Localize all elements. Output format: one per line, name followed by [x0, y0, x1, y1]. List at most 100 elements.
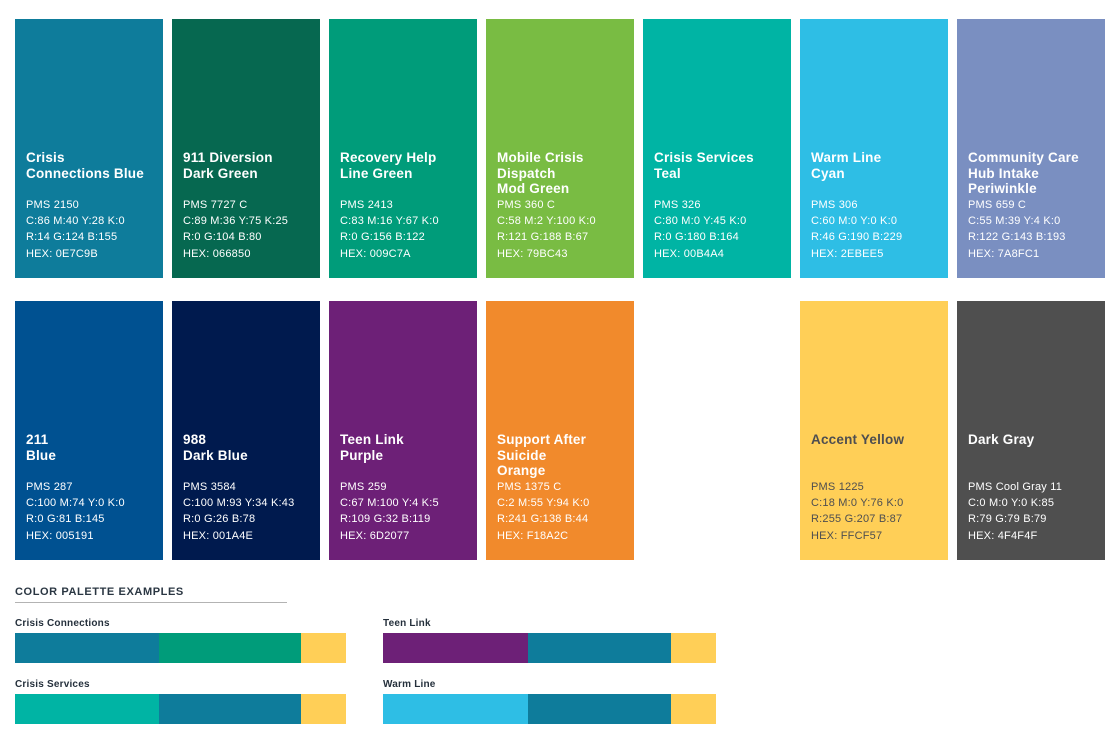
swatch-rgb-value: R:109 G:32 B:119 [340, 513, 431, 526]
example-color-segment [301, 633, 346, 663]
swatch-hex-value: HEX: 0E7C9B [26, 247, 98, 260]
example-group: Warm Line [383, 679, 716, 724]
swatch-card: 988 Dark Blue PMS 3584 C:100 M:93 Y:34 K:4… [172, 301, 320, 560]
swatch-card: Dark Gray PMS Cool Gray 11 C:0 M:0 Y:0 K:8… [957, 301, 1105, 560]
example-color-segment [158, 633, 302, 663]
swatch-details: PMS 659 C C:55 M:39 Y:4 K:0 R:122 G:143 B:… [968, 197, 1101, 262]
swatch-rgb-value: R:121 G:188 B:67 [497, 231, 589, 244]
swatch-cmyk-value: C:100 M:74 Y:0 K:0 [26, 497, 125, 510]
example-color-segment [15, 694, 159, 724]
example-label: Warm Line [383, 679, 436, 690]
swatch-details: PMS 7727 C C:89 M:36 Y:75 K:25 R:0 G:104 B… [183, 197, 316, 262]
swatch-hex-value: HEX: 066850 [183, 247, 251, 260]
swatch-card: Recovery Help Line Green PMS 2413 C:83 M:1… [329, 19, 477, 278]
swatch-pms-value: PMS 7727 C [183, 199, 248, 211]
swatch-pms-value: PMS 3584 [183, 481, 236, 493]
example-color-bar [383, 694, 716, 724]
swatch-rgb-value: R:0 G:180 B:164 [654, 231, 739, 244]
swatch-name: Accent Yellow [811, 432, 905, 447]
swatch-details: PMS 287 C:100 M:74 Y:0 K:0 R:0 G:81 B:145 H… [26, 479, 159, 544]
swatch-rgb-value: R:241 G:138 B:44 [497, 513, 589, 526]
swatch-pms-value: PMS 2413 [340, 199, 393, 211]
swatch-cmyk-value: C:18 M:0 Y:76 K:0 [811, 497, 904, 510]
swatch-cmyk-value: C:60 M:0 Y:0 K:0 [811, 215, 898, 228]
swatch-grid: Crisis Connections Blue PMS 2150 C:86 M:40… [15, 19, 1105, 560]
swatch-pms-value: PMS 659 C [968, 199, 1027, 211]
swatch-cmyk-value: C:67 M:100 Y:4 K:5 [340, 497, 439, 510]
swatch-hex-value: HEX: 6D2077 [340, 529, 410, 542]
example-color-segment [158, 694, 302, 724]
swatch-rgb-value: R:0 G:26 B:78 [183, 513, 256, 526]
example-color-segment [383, 633, 528, 663]
example-color-segment [383, 694, 528, 724]
swatch-hex-value: HEX: F18A2C [497, 529, 569, 542]
swatch-rgb-value: R:0 G:81 B:145 [26, 513, 105, 526]
swatch-hex-value: HEX: 00B4A4 [654, 247, 725, 260]
examples-heading: COLOR PALETTE EXAMPLES [15, 586, 184, 598]
swatch-card: Crisis Connections Blue PMS 2150 C:86 M:40… [15, 19, 163, 278]
swatch-rgb-value: R:255 G:207 B:87 [811, 513, 903, 526]
swatch-details: PMS 2150 C:86 M:40 Y:28 K:0 R:14 G:124 B:1… [26, 197, 159, 262]
swatch-name: 911 Diversion Dark Green [183, 150, 273, 181]
swatch-card: Crisis Services Teal PMS 326 C:80 M:0 Y:45… [643, 19, 791, 278]
swatch-details: PMS 1375 C C:2 M:55 Y:94 K:0 R:241 G:138 B… [497, 479, 630, 544]
swatch-cmyk-value: C:58 M:2 Y:100 K:0 [497, 215, 596, 228]
swatch-hex-value: HEX: 4F4F4F [968, 529, 1038, 542]
color-palette-examples-section: COLOR PALETTE EXAMPLES Crisis Connection… [15, 586, 720, 731]
swatch-card: 911 Diversion Dark Green PMS 7727 C C:89 M… [172, 19, 320, 278]
swatch-details: PMS 360 C C:58 M:2 Y:100 K:0 R:121 G:188 B… [497, 197, 630, 262]
swatch-name: Teen Link Purple [340, 432, 404, 463]
swatch-details: PMS 306 C:60 M:0 Y:0 K:0 R:46 G:190 B:229 H… [811, 197, 944, 262]
swatch-rgb-value: R:79 G:79 B:79 [968, 513, 1047, 526]
swatch-name: 211 Blue [26, 432, 57, 463]
swatch-pms-value: PMS 360 C [497, 199, 556, 211]
swatch-card: Warm Line Cyan PMS 306 C:60 M:0 Y:0 K:0 R:4… [800, 19, 948, 278]
example-color-segment [671, 633, 716, 663]
swatch-name: Dark Gray [968, 432, 1035, 447]
swatch-name: Support After Suicide Orange [497, 432, 587, 478]
swatch-pms-value: PMS 287 [26, 481, 73, 493]
swatch-pms-value: PMS 1375 C [497, 481, 562, 493]
swatch-cmyk-value: C:55 M:39 Y:4 K:0 [968, 215, 1061, 228]
swatch-name: Mobile Crisis Dispatch Mod Green [497, 150, 584, 196]
example-group: Crisis Services [15, 679, 346, 724]
swatch-hex-value: HEX: 79BC43 [497, 247, 568, 260]
example-label: Crisis Services [15, 679, 90, 690]
example-group: Crisis Connections [15, 618, 346, 663]
swatch-details: PMS 259 C:67 M:100 Y:4 K:5 R:109 G:32 B:11… [340, 479, 473, 544]
swatch-cmyk-value: C:86 M:40 Y:28 K:0 [26, 215, 125, 228]
swatch-cmyk-value: C:83 M:16 Y:67 K:0 [340, 215, 439, 228]
swatch-details: PMS 1225 C:18 M:0 Y:76 K:0 R:255 G:207 B:8… [811, 479, 944, 544]
swatch-details: PMS Cool Gray 11 C:0 M:0 Y:0 K:85 R:79 G:7… [968, 479, 1101, 544]
swatch-cmyk-value: C:0 M:0 Y:0 K:85 [968, 497, 1055, 510]
swatch-rgb-value: R:0 G:156 B:122 [340, 231, 425, 244]
swatch-card: Teen Link Purple PMS 259 C:67 M:100 Y:4 K:… [329, 301, 477, 560]
example-color-bar [15, 633, 346, 663]
swatch-hex-value: HEX: 001A4E [183, 529, 254, 542]
swatch-rgb-value: R:0 G:104 B:80 [183, 231, 262, 244]
swatch-hex-value: HEX: 009C7A [340, 247, 411, 260]
swatch-name: 988 Dark Blue [183, 432, 248, 463]
swatch-rgb-value: R:46 G:190 B:229 [811, 231, 903, 244]
swatch-pms-value: PMS 2150 [26, 199, 79, 211]
swatch-card: 211 Blue PMS 287 C:100 M:74 Y:0 K:0 R:0 G:8… [15, 301, 163, 560]
swatch-name: Community Care Hub Intake Periwinkle [968, 150, 1079, 196]
swatch-hex-value: HEX: 2EBEE5 [811, 247, 884, 260]
example-label: Teen Link [383, 618, 431, 629]
swatch-name: Crisis Connections Blue [26, 150, 144, 181]
swatch-pms-value: PMS 1225 [811, 481, 864, 493]
swatch-cmyk-value: C:2 M:55 Y:94 K:0 [497, 497, 590, 510]
swatch-card: Support After Suicide Orange PMS 1375 C C:… [486, 301, 634, 560]
swatch-name: Crisis Services Teal [654, 150, 754, 181]
example-color-segment [671, 694, 716, 724]
example-color-bar [383, 633, 716, 663]
swatch-details: PMS 2413 C:83 M:16 Y:67 K:0 R:0 G:156 B:12… [340, 197, 473, 262]
swatch-cmyk-value: C:89 M:36 Y:75 K:25 [183, 215, 289, 228]
swatch-hex-value: HEX: FFCF57 [811, 529, 883, 542]
swatch-details: PMS 326 C:80 M:0 Y:45 K:0 R:0 G:180 B:164 H… [654, 197, 787, 262]
swatch-name: Warm Line Cyan [811, 150, 882, 181]
swatch-pms-value: PMS 326 [654, 199, 701, 211]
example-color-segment [15, 633, 159, 663]
swatch-hex-value: HEX: 005191 [26, 529, 94, 542]
